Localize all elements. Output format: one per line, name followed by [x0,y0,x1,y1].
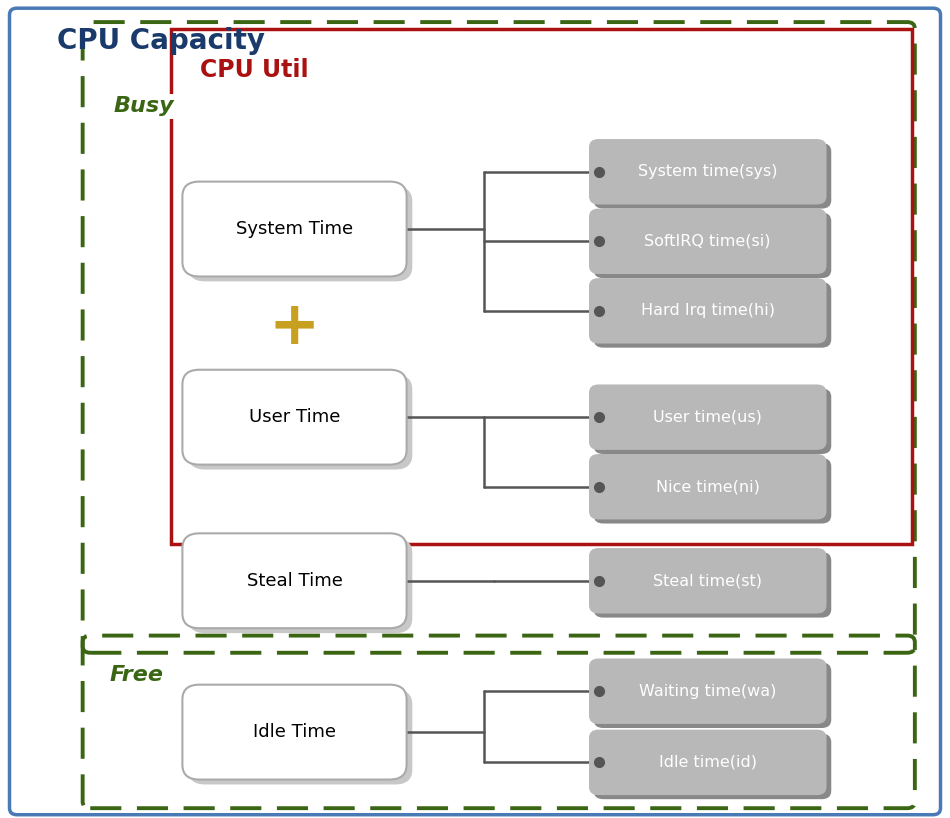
FancyBboxPatch shape [182,182,407,276]
Text: Hard Irq time(hi): Hard Irq time(hi) [640,303,775,318]
FancyBboxPatch shape [182,533,407,628]
Text: Idle Time: Idle Time [253,723,336,741]
Text: Waiting time(wa): Waiting time(wa) [639,684,776,699]
FancyBboxPatch shape [188,187,412,281]
FancyBboxPatch shape [589,658,826,724]
FancyBboxPatch shape [594,458,831,524]
FancyBboxPatch shape [589,278,826,344]
FancyBboxPatch shape [594,282,831,348]
FancyBboxPatch shape [594,663,831,728]
Text: System time(sys): System time(sys) [638,164,777,179]
FancyBboxPatch shape [589,209,826,274]
Text: CPU Util: CPU Util [200,57,308,82]
Text: CPU Capacity: CPU Capacity [57,27,265,55]
FancyBboxPatch shape [589,548,826,614]
Text: Busy: Busy [114,97,175,116]
Text: Steal Time: Steal Time [247,572,342,590]
FancyBboxPatch shape [188,375,412,470]
FancyBboxPatch shape [594,389,831,454]
FancyBboxPatch shape [594,734,831,799]
Text: SoftIRQ time(si): SoftIRQ time(si) [644,234,771,249]
FancyBboxPatch shape [188,538,412,633]
FancyBboxPatch shape [182,370,407,465]
FancyBboxPatch shape [594,552,831,618]
Text: Idle time(id): Idle time(id) [658,755,757,770]
FancyBboxPatch shape [589,730,826,795]
Text: User Time: User Time [249,408,340,426]
Text: System Time: System Time [236,220,353,238]
FancyBboxPatch shape [188,690,412,784]
FancyBboxPatch shape [171,29,912,544]
FancyBboxPatch shape [594,213,831,278]
FancyBboxPatch shape [589,454,826,519]
FancyBboxPatch shape [594,143,831,209]
FancyBboxPatch shape [589,384,826,450]
FancyBboxPatch shape [182,685,407,780]
Text: Steal time(st): Steal time(st) [654,573,762,588]
Text: Free: Free [109,665,163,685]
Text: +: + [269,298,320,357]
FancyBboxPatch shape [589,139,826,204]
Text: Nice time(ni): Nice time(ni) [656,479,760,494]
Text: User time(us): User time(us) [654,410,762,425]
FancyBboxPatch shape [10,8,940,815]
